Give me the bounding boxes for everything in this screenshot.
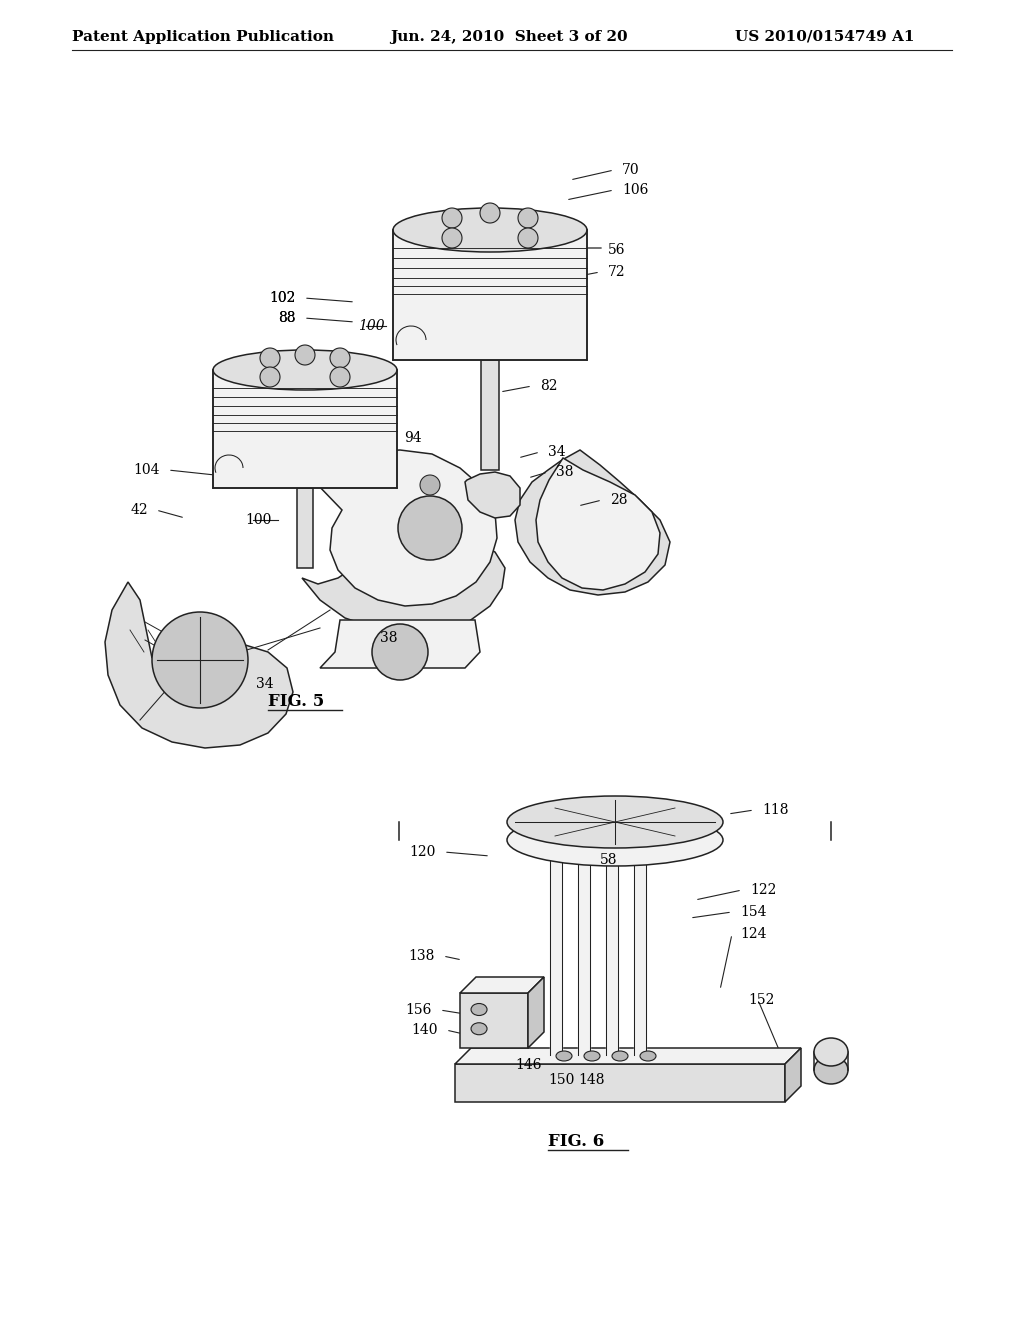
Circle shape — [330, 367, 350, 387]
Text: Jun. 24, 2010  Sheet 3 of 20: Jun. 24, 2010 Sheet 3 of 20 — [390, 30, 628, 44]
Circle shape — [295, 345, 315, 366]
Polygon shape — [528, 977, 544, 1048]
Ellipse shape — [556, 1051, 572, 1061]
FancyBboxPatch shape — [213, 370, 397, 488]
Circle shape — [330, 348, 350, 368]
Circle shape — [442, 209, 462, 228]
Text: 28: 28 — [610, 492, 628, 507]
FancyBboxPatch shape — [393, 230, 587, 360]
Text: FIG. 5: FIG. 5 — [268, 693, 325, 710]
FancyBboxPatch shape — [460, 993, 528, 1048]
Text: 58: 58 — [600, 853, 617, 867]
Text: 118: 118 — [762, 803, 788, 817]
Text: 70: 70 — [622, 162, 640, 177]
Text: 140: 140 — [412, 1023, 438, 1038]
Text: 100: 100 — [358, 319, 385, 333]
Text: Patent Application Publication: Patent Application Publication — [72, 30, 334, 44]
Text: 138: 138 — [409, 949, 435, 964]
Polygon shape — [302, 539, 505, 632]
Text: 106: 106 — [622, 183, 648, 197]
Text: 100: 100 — [245, 513, 271, 527]
Text: US 2010/0154749 A1: US 2010/0154749 A1 — [735, 30, 914, 44]
Circle shape — [420, 475, 440, 495]
Text: 56: 56 — [608, 243, 626, 257]
FancyBboxPatch shape — [455, 1064, 785, 1102]
Ellipse shape — [640, 1051, 656, 1061]
Polygon shape — [536, 458, 660, 590]
Text: 122: 122 — [750, 883, 776, 898]
Ellipse shape — [471, 1003, 487, 1015]
Circle shape — [518, 209, 538, 228]
Polygon shape — [105, 582, 293, 748]
Circle shape — [480, 203, 500, 223]
Text: 120: 120 — [410, 845, 436, 859]
Circle shape — [152, 612, 248, 708]
Ellipse shape — [814, 1038, 848, 1067]
Text: 102: 102 — [269, 290, 296, 305]
Text: FIG. 6: FIG. 6 — [548, 1134, 604, 1151]
Ellipse shape — [507, 796, 723, 847]
Ellipse shape — [213, 350, 397, 389]
Text: 34: 34 — [256, 677, 273, 690]
Text: 42: 42 — [130, 503, 148, 517]
Text: 154: 154 — [740, 906, 767, 919]
Circle shape — [398, 496, 462, 560]
Text: 38: 38 — [556, 465, 573, 479]
Circle shape — [260, 367, 280, 387]
Text: 148: 148 — [578, 1073, 604, 1086]
Text: 152: 152 — [748, 993, 774, 1007]
Text: 102: 102 — [269, 290, 296, 305]
Ellipse shape — [393, 209, 587, 252]
Text: 146: 146 — [515, 1059, 542, 1072]
Circle shape — [260, 348, 280, 368]
Polygon shape — [515, 450, 670, 595]
Circle shape — [372, 624, 428, 680]
Text: 156: 156 — [406, 1003, 432, 1016]
Polygon shape — [315, 450, 497, 606]
Text: 94: 94 — [404, 432, 422, 445]
Ellipse shape — [507, 814, 723, 866]
FancyBboxPatch shape — [481, 360, 499, 470]
Ellipse shape — [814, 1056, 848, 1084]
Text: 34: 34 — [548, 445, 565, 459]
Text: 88: 88 — [279, 312, 296, 325]
Text: 72: 72 — [608, 265, 626, 279]
FancyBboxPatch shape — [297, 488, 313, 568]
Polygon shape — [455, 1048, 801, 1064]
Polygon shape — [460, 977, 544, 993]
Polygon shape — [785, 1048, 801, 1102]
Circle shape — [518, 228, 538, 248]
Text: 38: 38 — [380, 631, 397, 645]
Text: 82: 82 — [540, 379, 557, 393]
Ellipse shape — [584, 1051, 600, 1061]
Polygon shape — [319, 620, 480, 668]
Text: 124: 124 — [740, 927, 767, 941]
Circle shape — [442, 228, 462, 248]
Ellipse shape — [612, 1051, 628, 1061]
Text: 88: 88 — [279, 312, 296, 325]
Text: 104: 104 — [133, 463, 160, 477]
Ellipse shape — [471, 1023, 487, 1035]
Text: 150: 150 — [548, 1073, 574, 1086]
Polygon shape — [465, 473, 520, 517]
